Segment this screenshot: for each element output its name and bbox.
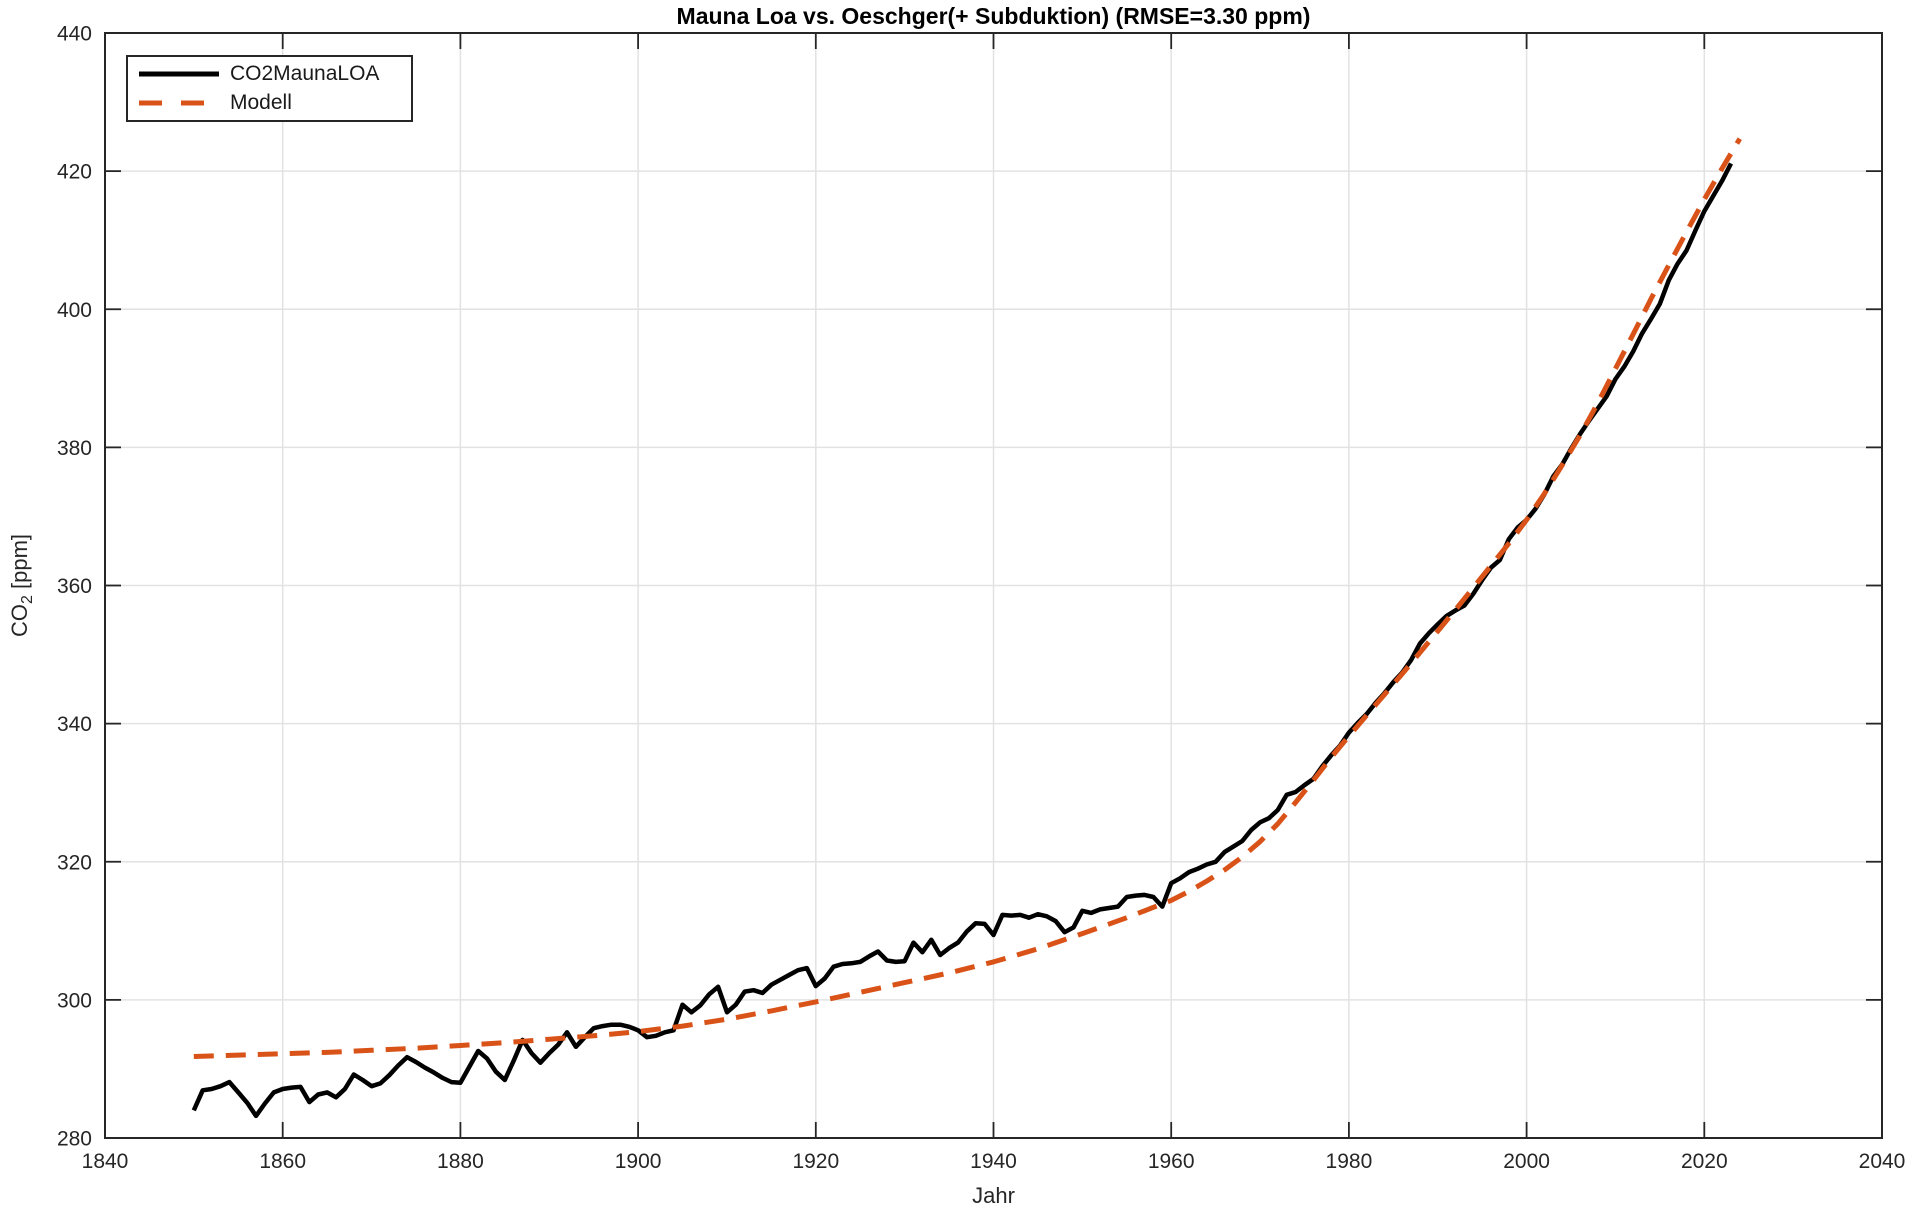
x-tick-label: 1940 (970, 1150, 1017, 1173)
y-tick-label: 400 (57, 299, 92, 322)
y-tick-label: 320 (57, 851, 92, 874)
x-tick-label: 2000 (1503, 1150, 1550, 1173)
legend-line-dashed-icon (139, 100, 219, 106)
series-line-co2maunaloa (191, 162, 1734, 1119)
x-tick-label: 1960 (1148, 1150, 1195, 1173)
axes (104, 32, 1883, 1139)
y-tick-label: 440 (57, 23, 92, 46)
legend-label-modell: Modell (230, 91, 292, 115)
x-tick-label: 2040 (1859, 1150, 1906, 1173)
axis-labels: 1840 1860 1880 1900 1920 1940 1960 1980 2000 2020… (7, 23, 1905, 1209)
gridlines (105, 33, 1882, 1138)
x-axis-label: Jahr (972, 1183, 1015, 1208)
x-tick-label: 1880 (437, 1150, 484, 1173)
legend-item-modell: Modell (138, 91, 401, 117)
chart-title: Mauna Loa vs. Oeschger(+ Subduktion) (RM… (676, 3, 1311, 29)
y-tick-label: 380 (57, 437, 92, 460)
x-tick-label: 1840 (82, 1150, 129, 1173)
legend-line-solid-icon (139, 71, 219, 77)
series-line-modell (193, 137, 1742, 1059)
series-lines (191, 137, 1742, 1119)
x-tick-label: 1860 (259, 1150, 306, 1173)
legend: CO2MaunaLOA Modell (126, 55, 413, 122)
y-tick-label: 280 (57, 1128, 92, 1151)
x-tick-label: 1980 (1326, 1150, 1373, 1173)
legend-label-co2maunaloa: CO2MaunaLOA (230, 61, 380, 85)
y-tick-label: 360 (57, 575, 92, 598)
y-tick-label: 420 (57, 161, 92, 184)
y-axis-label: CO2 [ppm] (7, 534, 36, 637)
x-tick-label: 2020 (1681, 1150, 1728, 1173)
y-tick-label: 340 (57, 713, 92, 736)
y-tick-label: 300 (57, 989, 92, 1012)
x-tick-label: 1920 (792, 1150, 839, 1173)
x-tick-label: 1900 (615, 1150, 662, 1173)
legend-item-co2maunaloa: CO2MaunaLOA (138, 61, 401, 87)
